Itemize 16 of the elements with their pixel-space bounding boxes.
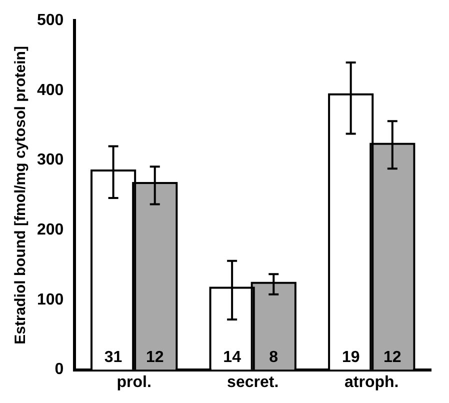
y-tick-label: 400 — [36, 82, 64, 99]
x-tick-label: secret. — [227, 374, 279, 391]
y-axis-title: Estradiol bound [fmol/mg cytosol protein] — [12, 46, 30, 344]
annotation: 12 — [384, 349, 402, 366]
annotation: 19 — [342, 349, 360, 366]
y-tick-label: 500 — [36, 12, 64, 30]
x-tick-label: prol. — [116, 374, 152, 391]
annotation: 14 — [223, 349, 242, 366]
y-tick-label: 200 — [36, 222, 64, 239]
annotation: 31 — [104, 349, 122, 366]
x-tick-label: atroph. — [344, 374, 399, 391]
annotation: 8 — [269, 349, 278, 366]
annotation: 12 — [146, 349, 164, 366]
y-tick-label: 0 — [54, 361, 64, 378]
y-tick-label: 100 — [36, 291, 64, 308]
y-tick-label: 300 — [36, 152, 64, 169]
